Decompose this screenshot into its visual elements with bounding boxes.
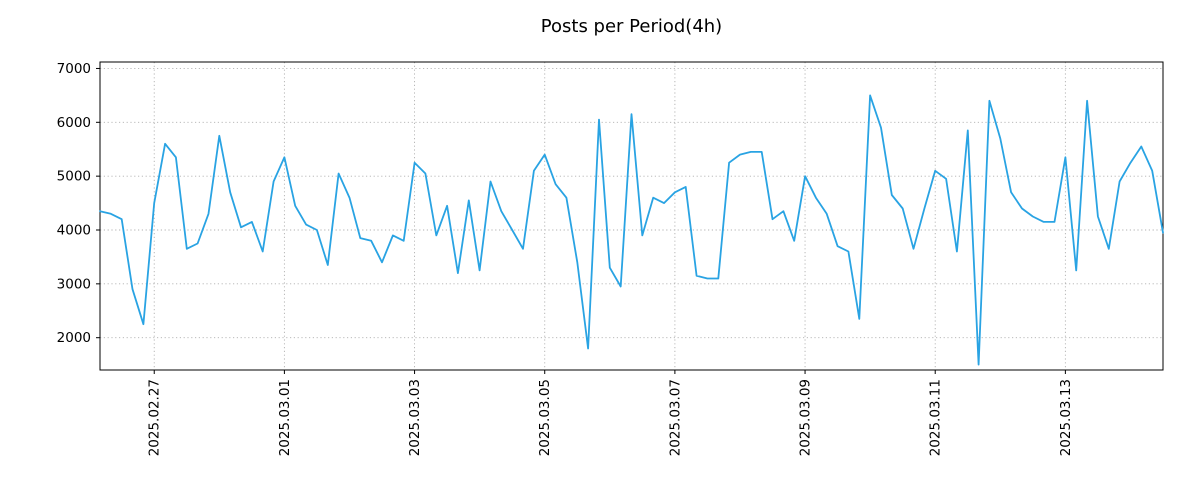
y-tick-label: 5000 (57, 169, 91, 185)
x-tick-label: 2025.03.13 (1058, 379, 1074, 456)
x-tick-label: 2025.03.05 (537, 379, 553, 456)
x-tick-label: 2025.03.07 (667, 379, 683, 456)
data-line-series (99, 94, 1164, 366)
chart-title: Posts per Period(4h) (540, 16, 723, 37)
y-tick-label: 7000 (57, 61, 91, 77)
x-tick-label: 2025.02.27 (147, 379, 163, 456)
x-tick-label: 2025.03.03 (407, 379, 423, 456)
y-tick-label: 2000 (57, 330, 91, 346)
x-tick-label: 2025.03.01 (277, 379, 293, 456)
plot-border (99, 61, 1164, 371)
x-tick-label: 2025.03.09 (798, 379, 814, 456)
y-tick-label: 6000 (57, 115, 91, 131)
y-tick-label: 4000 (57, 223, 91, 239)
y-tick-label: 3000 (57, 276, 91, 292)
x-tick-label: 2025.03.11 (928, 379, 944, 456)
